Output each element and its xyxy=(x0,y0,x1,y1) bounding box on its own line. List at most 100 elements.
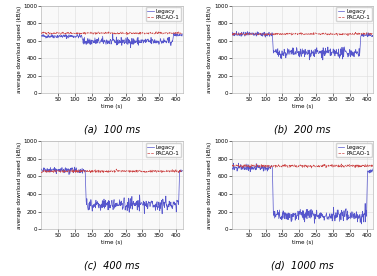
PACAO-1 xyxy=(346,34,351,37)
Legend: Legacy, PACAO-1: Legacy, PACAO-1 xyxy=(336,7,372,21)
Legend: Legacy, PACAO-1: Legacy, PACAO-1 xyxy=(146,7,181,21)
PACAO-1 xyxy=(365,32,370,36)
X-axis label: time (s): time (s) xyxy=(101,240,123,245)
PACAO-1 xyxy=(103,169,107,172)
PACAO-1 xyxy=(180,32,185,35)
Legacy xyxy=(44,36,48,39)
PACAO-1 xyxy=(39,31,44,34)
Legacy xyxy=(155,205,160,209)
Legacy xyxy=(72,165,77,169)
PACAO-1 xyxy=(175,31,179,34)
PACAO-1 xyxy=(277,164,282,168)
PACAO-1 xyxy=(103,31,107,34)
Legacy xyxy=(277,208,282,212)
Legacy xyxy=(236,161,241,165)
PACAO-1 xyxy=(277,32,281,36)
Legacy xyxy=(234,34,239,37)
PACAO-1 xyxy=(234,32,239,35)
Legacy xyxy=(102,40,107,44)
PACAO-1 xyxy=(98,171,103,175)
Legacy xyxy=(346,54,351,57)
Legend: Legacy, PACAO-1: Legacy, PACAO-1 xyxy=(146,143,181,157)
PACAO-1 xyxy=(346,163,351,167)
Legacy xyxy=(171,32,176,35)
Legacy xyxy=(103,200,107,203)
PACAO-1 xyxy=(345,34,349,37)
PACAO-1 xyxy=(234,164,239,167)
PACAO-1 xyxy=(39,171,44,174)
Y-axis label: average download speed (kB/s): average download speed (kB/s) xyxy=(17,6,22,93)
PACAO-1 xyxy=(61,30,65,33)
PACAO-1 xyxy=(339,162,343,166)
Legacy xyxy=(86,40,91,44)
Legend: Legacy, PACAO-1: Legacy, PACAO-1 xyxy=(336,143,372,157)
Legacy xyxy=(371,167,375,171)
Legacy xyxy=(39,168,44,171)
Legacy xyxy=(293,50,297,54)
Legacy xyxy=(44,170,48,173)
Legacy xyxy=(365,169,370,172)
Legacy xyxy=(155,41,160,44)
Legacy xyxy=(320,58,325,62)
PACAO-1 xyxy=(44,31,48,34)
Legacy xyxy=(293,219,297,222)
PACAO-1 xyxy=(293,32,297,36)
Legacy xyxy=(365,35,370,38)
Y-axis label: average download speed (kB/s): average download speed (kB/s) xyxy=(207,142,213,229)
PACAO-1 xyxy=(117,33,122,36)
Legacy xyxy=(230,33,234,36)
Legacy xyxy=(300,49,304,52)
Line: PACAO-1: PACAO-1 xyxy=(232,32,373,36)
Legacy xyxy=(234,166,239,169)
PACAO-1 xyxy=(109,168,113,172)
Legacy xyxy=(180,169,185,172)
PACAO-1 xyxy=(240,166,245,170)
Legacy xyxy=(109,43,113,46)
Line: PACAO-1: PACAO-1 xyxy=(41,31,182,34)
PACAO-1 xyxy=(299,33,304,37)
Line: PACAO-1: PACAO-1 xyxy=(41,169,182,173)
PACAO-1 xyxy=(230,164,234,168)
PACAO-1 xyxy=(365,163,370,166)
X-axis label: time (s): time (s) xyxy=(101,104,123,109)
X-axis label: time (s): time (s) xyxy=(292,104,313,109)
PACAO-1 xyxy=(156,31,160,35)
PACAO-1 xyxy=(109,30,113,34)
Legacy xyxy=(87,202,91,205)
Legacy xyxy=(160,212,164,216)
Line: PACAO-1: PACAO-1 xyxy=(232,164,373,168)
PACAO-1 xyxy=(44,169,48,172)
Legacy xyxy=(230,166,234,170)
PACAO-1 xyxy=(230,32,234,36)
Text: (d)  1000 ms: (d) 1000 ms xyxy=(271,261,334,271)
Legacy xyxy=(346,217,351,221)
Line: Legacy: Legacy xyxy=(232,163,373,224)
PACAO-1 xyxy=(371,33,375,36)
Legacy xyxy=(175,198,179,202)
Y-axis label: average download speed (kB/s): average download speed (kB/s) xyxy=(17,142,22,229)
PACAO-1 xyxy=(175,169,179,172)
Text: (b)  200 ms: (b) 200 ms xyxy=(274,125,331,135)
Legacy xyxy=(277,49,282,52)
PACAO-1 xyxy=(156,170,160,173)
Text: (a)  100 ms: (a) 100 ms xyxy=(84,125,140,135)
PACAO-1 xyxy=(371,165,375,169)
Legacy xyxy=(180,32,185,36)
Line: Legacy: Legacy xyxy=(41,167,182,214)
PACAO-1 xyxy=(300,164,304,168)
Legacy xyxy=(128,46,133,49)
PACAO-1 xyxy=(86,169,91,172)
PACAO-1 xyxy=(180,169,185,172)
Line: Legacy: Legacy xyxy=(41,33,182,48)
Line: Legacy: Legacy xyxy=(232,31,373,60)
Legacy xyxy=(109,200,113,204)
Y-axis label: average download speed (kB/s): average download speed (kB/s) xyxy=(207,6,213,93)
PACAO-1 xyxy=(87,32,91,35)
X-axis label: time (s): time (s) xyxy=(292,240,313,245)
PACAO-1 xyxy=(114,167,119,171)
PACAO-1 xyxy=(293,165,297,168)
Text: (c)  400 ms: (c) 400 ms xyxy=(84,261,140,271)
Legacy xyxy=(175,32,179,36)
Legacy xyxy=(245,30,250,33)
Legacy xyxy=(371,34,375,38)
